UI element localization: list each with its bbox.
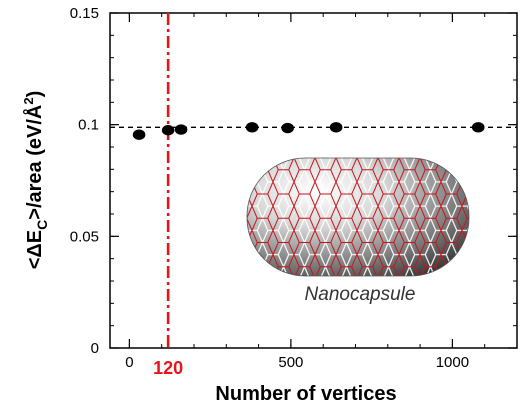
plot-area: 0 0.05 0.1 0.15 0 500 1000 120 <box>70 5 518 378</box>
nanocapsule-illustration <box>246 157 470 277</box>
x-axis-title: Number of vertices <box>215 383 396 405</box>
y-tick-label: 0.05 <box>70 228 99 245</box>
vertical-marker-label: 120 <box>153 358 183 378</box>
data-point <box>161 125 175 136</box>
x-tick-label: 0 <box>125 354 133 371</box>
data-point <box>174 124 188 135</box>
x-tick-label: 1000 <box>436 354 469 371</box>
y-tick-label: 0.1 <box>78 117 99 134</box>
data-point <box>471 122 485 133</box>
x-tick-label: 500 <box>278 354 303 371</box>
data-point <box>281 122 294 134</box>
y-axis-title: <ΔEC>/area (eV/Å2) <box>21 91 50 270</box>
plot-frame <box>109 12 518 349</box>
data-point <box>132 129 146 140</box>
y-tick-label: 0 <box>91 340 99 357</box>
data-point <box>245 122 259 133</box>
inset-label: Nanocapsule <box>305 284 416 305</box>
y-tick-label: 0.15 <box>70 5 99 22</box>
data-point <box>329 122 343 133</box>
